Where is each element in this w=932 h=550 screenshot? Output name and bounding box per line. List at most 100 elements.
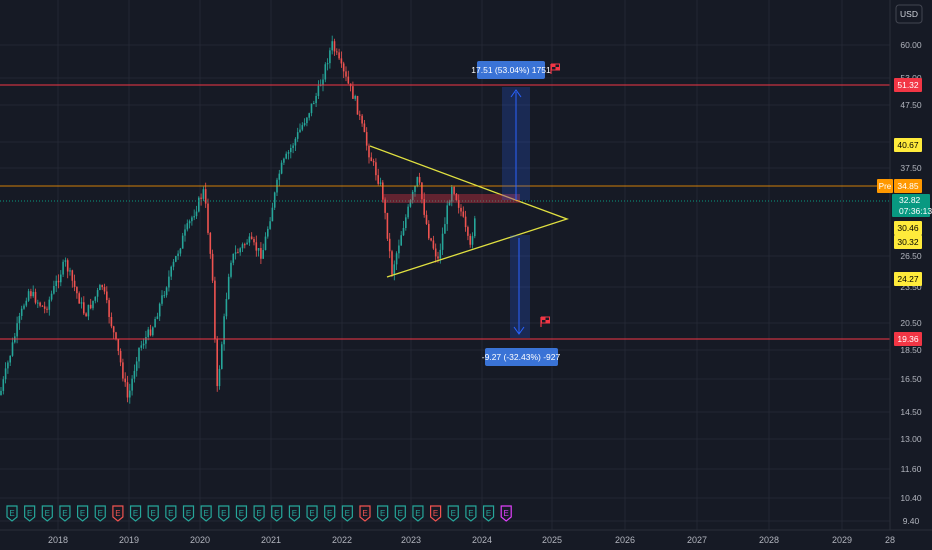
candle	[2, 376, 5, 395]
earnings-badge[interactable]: E	[341, 505, 353, 522]
svg-text:E: E	[504, 509, 509, 518]
earnings-badge[interactable]: E	[500, 505, 512, 522]
candle	[430, 237, 432, 242]
chart-grid	[0, 0, 890, 530]
candle	[209, 231, 212, 259]
earnings-badge[interactable]: E	[165, 505, 177, 522]
earnings-badge[interactable]: E	[24, 505, 36, 522]
candle	[168, 270, 170, 292]
candle	[76, 286, 78, 299]
candle	[372, 158, 375, 166]
earnings-badge[interactable]: E	[112, 505, 124, 522]
candlestick-series[interactable]	[0, 35, 476, 404]
svg-text:E: E	[133, 509, 138, 518]
svg-text:E: E	[274, 509, 279, 518]
candle	[271, 202, 274, 222]
candle	[267, 226, 269, 239]
flag-icon[interactable]	[540, 316, 550, 327]
earnings-badge[interactable]: E	[430, 505, 442, 522]
zone-rectangle[interactable]	[382, 194, 520, 203]
earnings-badge[interactable]: E	[59, 505, 71, 522]
svg-text:E: E	[380, 509, 385, 518]
candle	[207, 198, 209, 235]
earnings-badge[interactable]: E	[394, 505, 406, 522]
price-tick: 23.50	[900, 282, 922, 292]
earnings-badge[interactable]: E	[377, 505, 389, 522]
candle	[73, 274, 76, 292]
earnings-badge[interactable]: E	[94, 505, 106, 522]
svg-text:E: E	[45, 509, 50, 518]
candle	[232, 253, 235, 266]
candle	[453, 186, 455, 196]
candle	[280, 160, 283, 175]
candle	[241, 242, 244, 252]
earnings-badge[interactable]: E	[6, 505, 18, 522]
candle	[50, 290, 53, 302]
earnings-badge[interactable]: E	[129, 505, 142, 522]
svg-text:E: E	[203, 509, 208, 518]
svg-text:51.32: 51.32	[897, 80, 919, 90]
candle	[301, 122, 304, 132]
candle	[464, 210, 467, 232]
candle	[269, 217, 271, 230]
triangle-pattern[interactable]	[369, 145, 569, 278]
candle	[361, 113, 363, 127]
candle	[441, 227, 444, 255]
time-axis-ticks[interactable]: 2018 2019 2020 2021 2022 2023 2024 2025 2026 2027…	[48, 535, 895, 545]
candle	[186, 219, 189, 232]
earnings-badge[interactable]: E	[359, 505, 371, 522]
candle	[329, 47, 331, 69]
svg-text:30.32: 30.32	[897, 237, 919, 247]
earnings-badge[interactable]: E	[271, 505, 283, 522]
candle	[423, 192, 425, 218]
candle	[333, 38, 336, 56]
candle	[156, 312, 159, 320]
earnings-badge[interactable]: E	[182, 505, 195, 522]
candle	[292, 143, 294, 154]
earnings-badge[interactable]: E	[147, 505, 159, 522]
flag-icon[interactable]	[550, 63, 560, 74]
earnings-badge[interactable]: E	[200, 505, 212, 522]
candle	[147, 326, 149, 341]
candle	[363, 120, 366, 133]
candle	[322, 73, 324, 92]
earnings-badge[interactable]: E	[77, 505, 89, 522]
candle	[382, 180, 384, 203]
earnings-badge[interactable]: E	[412, 505, 424, 522]
candle	[216, 336, 218, 392]
svg-text:32.82: 32.82	[899, 195, 921, 205]
earnings-badge[interactable]: E	[41, 505, 53, 522]
candle	[225, 292, 228, 320]
candle	[119, 348, 122, 367]
svg-text:24.27: 24.27	[897, 274, 919, 284]
earnings-badge[interactable]: E	[235, 505, 248, 522]
candle	[177, 250, 179, 260]
candle	[379, 177, 382, 186]
currency-button[interactable]: USD	[895, 4, 923, 24]
earnings-badge[interactable]: E	[253, 505, 265, 522]
candle	[110, 312, 113, 329]
candle	[117, 338, 120, 356]
earnings-badge[interactable]: E	[306, 505, 318, 522]
earnings-badge[interactable]: E	[218, 505, 230, 522]
svg-text:E: E	[256, 509, 261, 518]
candle	[57, 274, 60, 289]
candle	[303, 118, 306, 127]
earnings-badge[interactable]: E	[288, 505, 300, 522]
candle	[428, 220, 430, 241]
earnings-badge[interactable]: E	[447, 505, 459, 522]
measure-down[interactable]: -9.27 (-32.43%) -927	[482, 235, 561, 366]
time-tick: 2021	[261, 535, 281, 545]
candle	[409, 198, 412, 208]
candle	[377, 168, 379, 186]
time-scale-panel	[0, 530, 932, 550]
measure-up-label-bg	[477, 61, 545, 79]
measure-up[interactable]: 17.51 (53.04%) 1751	[471, 61, 560, 200]
earnings-badge[interactable]: E	[324, 505, 336, 522]
candle	[85, 312, 87, 317]
earnings-badge[interactable]: E	[465, 505, 477, 522]
earnings-badge[interactable]: E	[482, 505, 495, 522]
svg-text:07:36:13: 07:36:13	[899, 206, 932, 216]
